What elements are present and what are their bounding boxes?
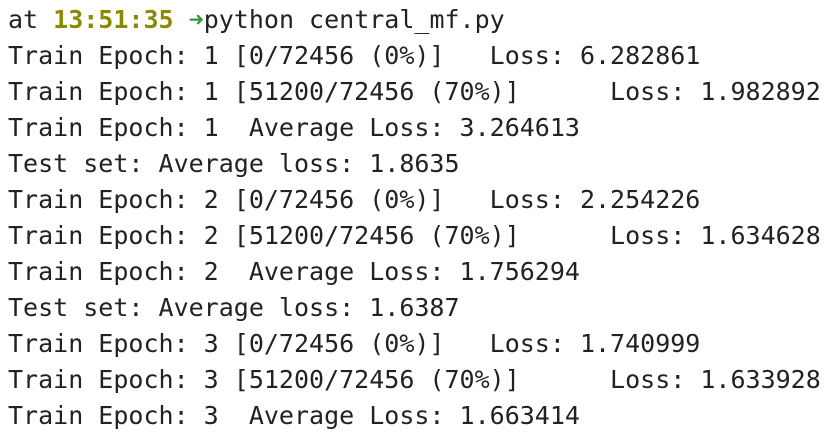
output-line: Train Epoch: 2 [0/72456 (0%)] Loss: 2.25… (8, 185, 701, 214)
output-line: Test set: Average loss: 1.8635 (8, 149, 460, 178)
output-line: Train Epoch: 1 [51200/72456 (70%)] Loss:… (8, 77, 821, 106)
output-line: Train Epoch: 2 Average Loss: 1.756294 (8, 257, 580, 286)
output-line: Train Epoch: 3 [51200/72456 (70%)] Loss:… (8, 365, 821, 394)
prompt-arrow-icon: ➜ (173, 5, 204, 34)
prompt-line: at 13:51:35 ➜python central_mf.py (8, 2, 839, 38)
output-line: Train Epoch: 3 Average Loss: 1.663414 (8, 401, 580, 430)
prompt-command: python central_mf.py (203, 5, 505, 34)
output-line: Train Epoch: 1 [0/72456 (0%)] Loss: 6.28… (8, 41, 701, 70)
output-line: Train Epoch: 1 Average Loss: 3.264613 (8, 113, 580, 142)
prompt-prefix: at (8, 5, 54, 34)
output-line: Train Epoch: 3 [0/72456 (0%)] Loss: 1.74… (8, 329, 701, 358)
output-line: Test set: Average loss: 1.6387 (8, 293, 460, 322)
output-line: Train Epoch: 2 [51200/72456 (70%)] Loss:… (8, 221, 821, 250)
prompt-time: 13:51:35 (53, 5, 174, 34)
